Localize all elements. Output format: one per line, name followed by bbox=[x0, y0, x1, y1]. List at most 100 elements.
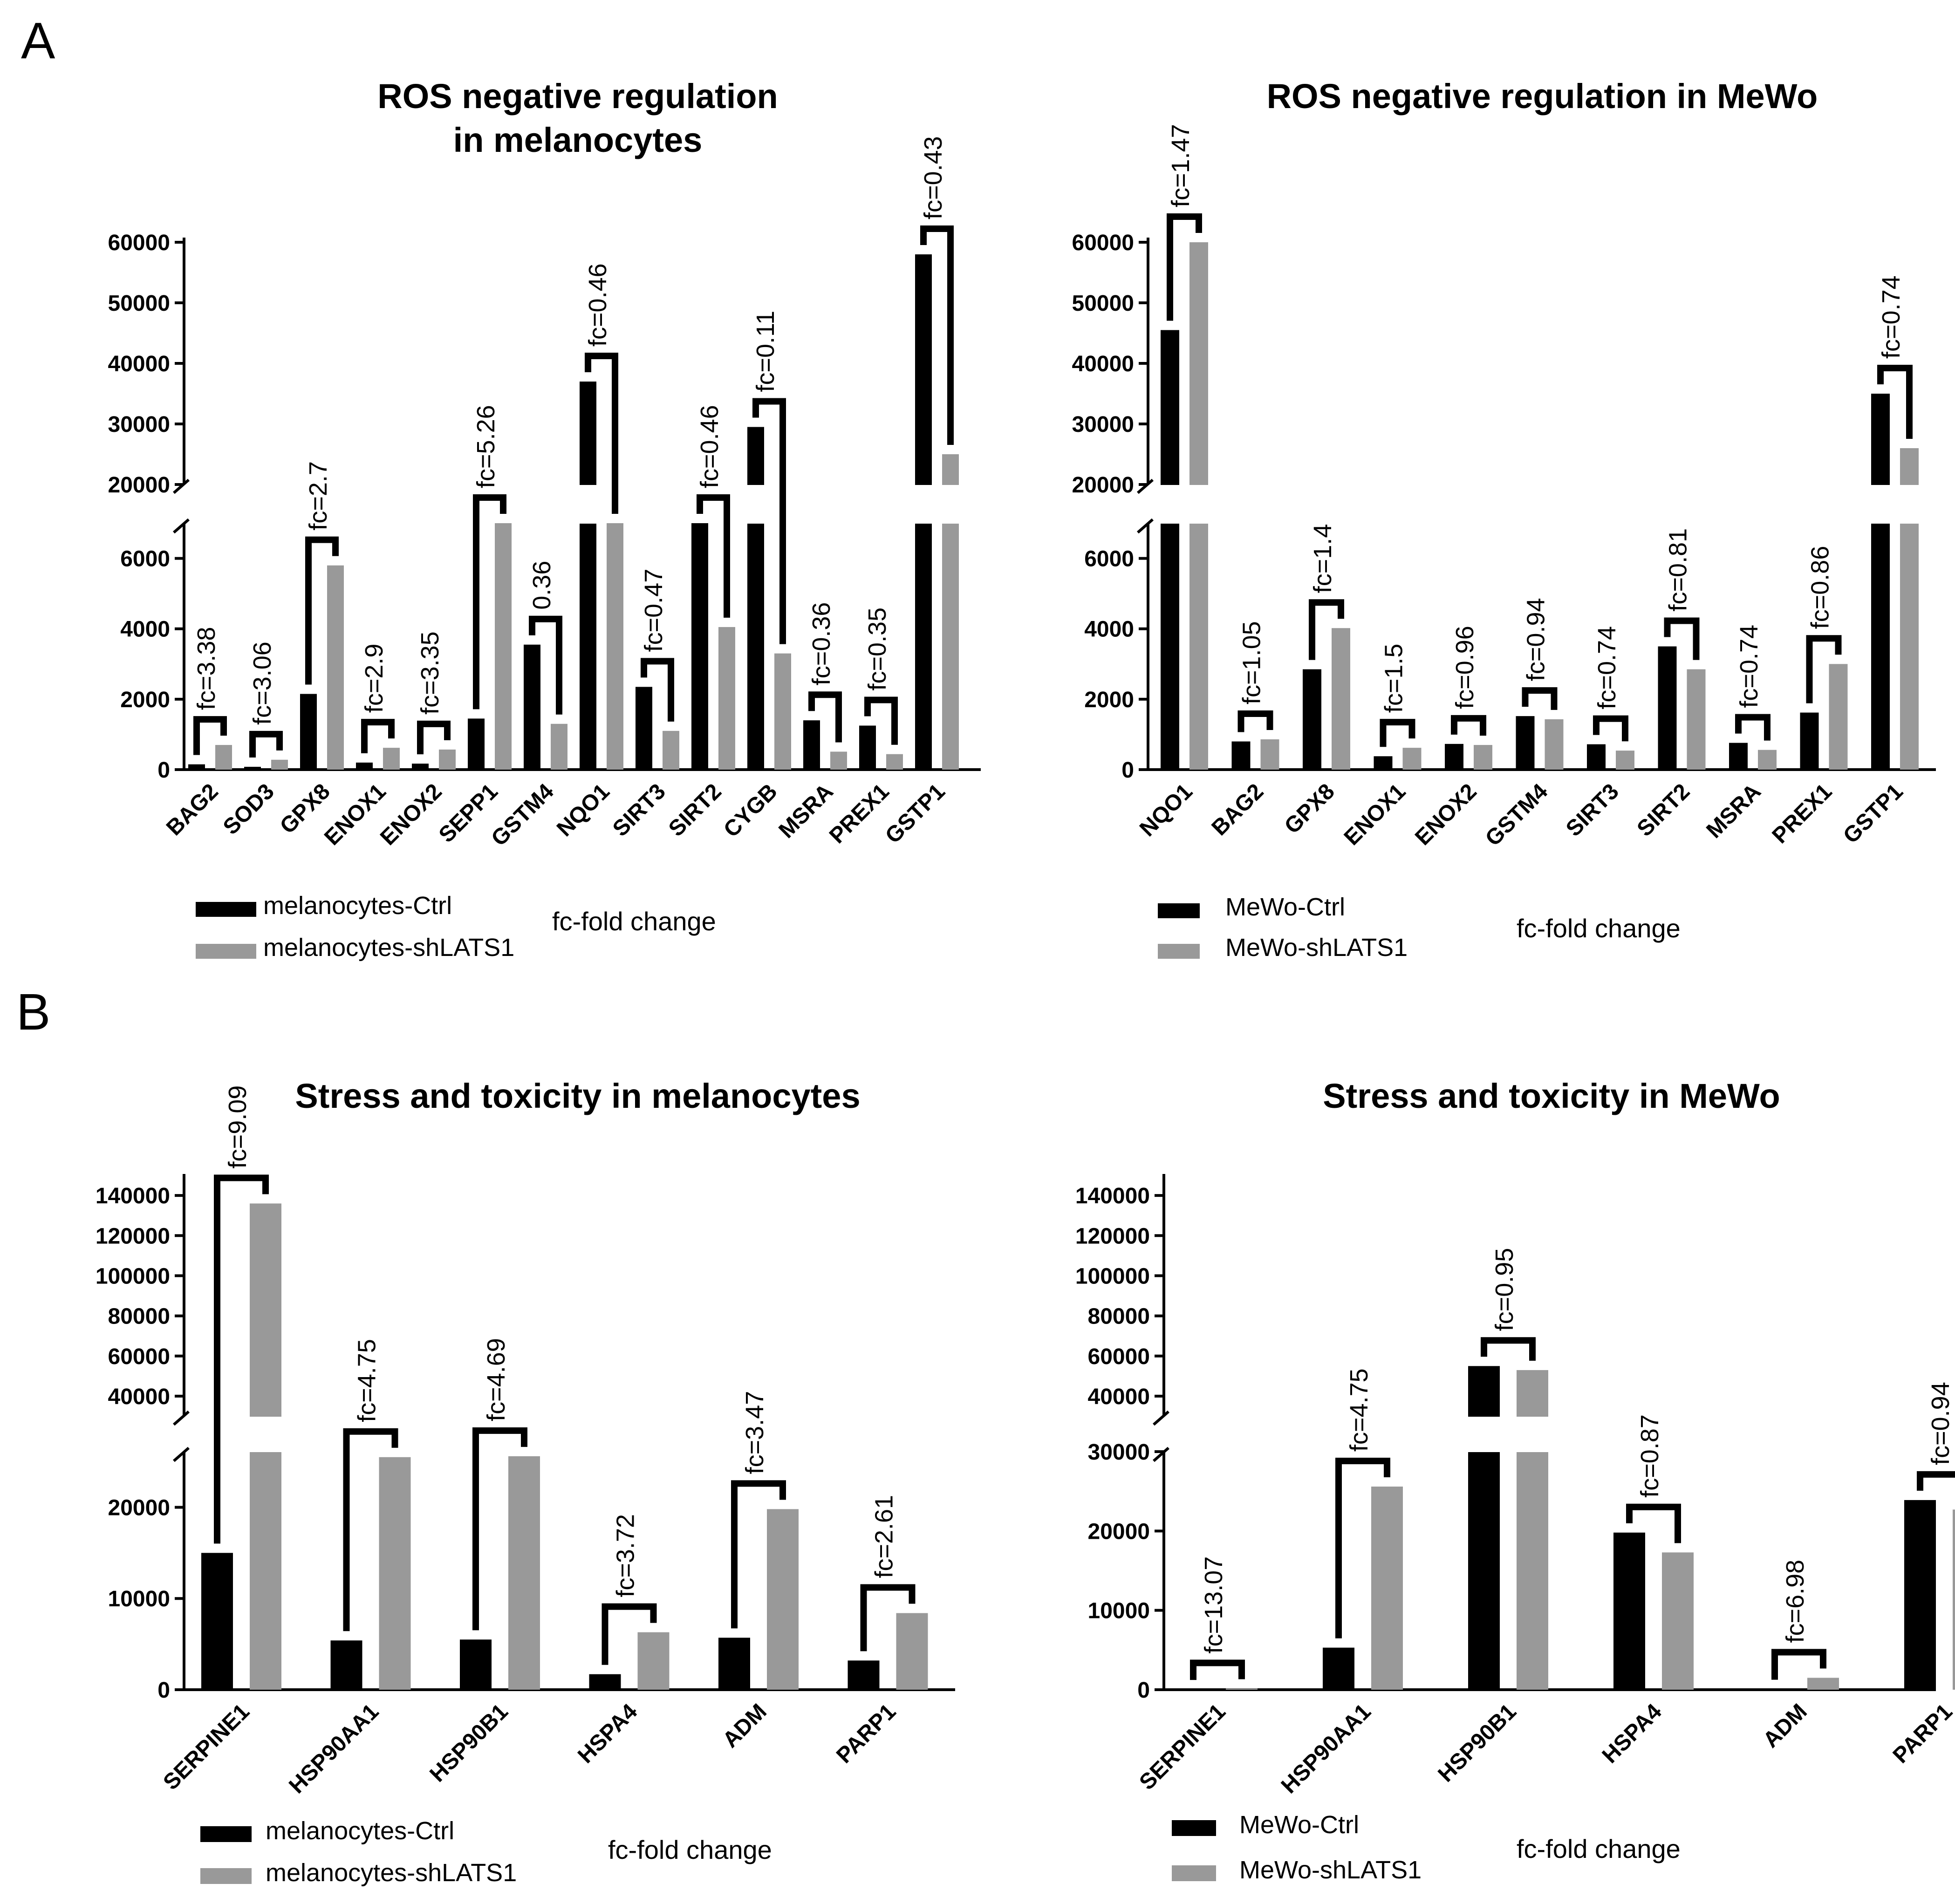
y-tick-label: 120000 bbox=[96, 1224, 170, 1249]
fc-bracket-serpine1 bbox=[1190, 1659, 1245, 1680]
x-tick-label-hsp90aa1: HSP90AA1 bbox=[1277, 1699, 1376, 1798]
x-tick-label-cygb: CYGB bbox=[719, 779, 782, 842]
fc-bracket-bag2 bbox=[193, 716, 227, 755]
legend-swatch-shlats1 bbox=[1158, 944, 1200, 959]
fc-bracket-sirt3 bbox=[641, 658, 674, 722]
fc-annotation-cygb: fc=0.11 bbox=[752, 311, 779, 392]
legend-swatch-ctrl bbox=[1172, 1820, 1216, 1836]
chart-stress-mewo: Stress and toxicity in MeWo 0 10000 20000 30… bbox=[1075, 1077, 1955, 1884]
bar-mewo-ctrl-bag2 bbox=[1231, 741, 1251, 770]
y-tick-label: 4000 bbox=[1084, 617, 1134, 642]
bar-melanocytes-shlats1-sirt2 bbox=[718, 627, 735, 770]
y-tick-label: 60000 bbox=[1072, 231, 1134, 255]
bar-melanocytes-ctrl-hsp90b1 bbox=[460, 1639, 492, 1690]
y-tick-label: 40000 bbox=[1088, 1385, 1150, 1409]
fc-bracket-adm bbox=[731, 1480, 786, 1629]
x-tick-label-sirt3: SIRT3 bbox=[1561, 779, 1624, 841]
fc-bracket-parp1 bbox=[860, 1584, 916, 1651]
legend-swatch-ctrl bbox=[200, 1826, 252, 1842]
y-tick-label: 10000 bbox=[1088, 1599, 1150, 1624]
y-tick-label: 80000 bbox=[108, 1304, 170, 1329]
fc-bracket-serpine1 bbox=[214, 1174, 269, 1544]
fc-annotation-gstp1: fc=0.43 bbox=[919, 136, 947, 219]
fc-bracket-sod3 bbox=[249, 730, 283, 758]
legend-label-ctrl: melanocytes-Ctrl bbox=[263, 892, 452, 920]
fold-change-note: fc-fold change bbox=[1517, 1834, 1681, 1863]
legend-label-shlats1: melanocytes-shLATS1 bbox=[263, 934, 514, 962]
y-tick-label: 120000 bbox=[1075, 1224, 1150, 1249]
x-tick-label-bag2: BAG2 bbox=[1207, 779, 1269, 840]
fc-annotation-sirt2: fc=0.81 bbox=[1664, 528, 1692, 612]
bar-melanocytes-shlats1-enox1 bbox=[383, 748, 400, 770]
bar-mewo-ctrl-adm bbox=[1759, 1689, 1791, 1690]
fc-annotation-adm: fc=6.98 bbox=[1781, 1560, 1809, 1643]
bar-melanocytes-ctrl-enox2 bbox=[412, 764, 429, 770]
fc-bracket-adm bbox=[1771, 1649, 1826, 1680]
y-tick-label: 2000 bbox=[120, 688, 170, 712]
fc-bracket-sirt2 bbox=[1664, 617, 1700, 660]
bar-melanocytes-ctrl-hspa4 bbox=[589, 1674, 621, 1690]
bar-melanocytes-ctrl-sirt3 bbox=[636, 687, 652, 770]
bar-melanocytes-ctrl-prex1 bbox=[859, 725, 876, 770]
fc-annotation-sod3: fc=3.06 bbox=[248, 641, 276, 725]
x-tick-label-enox2: ENOX2 bbox=[1410, 779, 1482, 850]
bar-mewo-ctrl-msra bbox=[1729, 743, 1748, 770]
bar-melanocytes-ctrl-gpx8 bbox=[300, 694, 317, 770]
fc-annotation-gpx8: fc=1.4 bbox=[1309, 524, 1337, 594]
x-tick-label-sirt3: SIRT3 bbox=[608, 779, 670, 841]
bar-melanocytes-ctrl-hsp90aa1 bbox=[330, 1640, 362, 1690]
legend-label-shlats1: MeWo-shLATS1 bbox=[1225, 934, 1408, 962]
panel-letter-a: A bbox=[21, 12, 55, 69]
bar-melanocytes-shlats1-bag2 bbox=[215, 745, 232, 770]
bar-break-gap bbox=[746, 485, 765, 524]
fc-annotation-nqo1: fc=1.47 bbox=[1167, 124, 1195, 207]
axis-break-mark bbox=[173, 1447, 190, 1462]
y-tick-label: 50000 bbox=[108, 291, 170, 316]
axis-break-mark bbox=[1137, 518, 1154, 534]
x-tick-label-parp1: PARP1 bbox=[1888, 1699, 1955, 1768]
y-tick-label: 0 bbox=[1121, 758, 1134, 783]
fc-annotation-enox1: fc=1.5 bbox=[1380, 644, 1408, 713]
y-tick-label: 20000 bbox=[1072, 473, 1134, 498]
y-tick-label: 50000 bbox=[1072, 291, 1134, 316]
y-tick-label: 140000 bbox=[1075, 1184, 1150, 1208]
fc-annotation-enox2: fc=3.35 bbox=[416, 631, 444, 715]
y-tick-label: 20000 bbox=[108, 1495, 170, 1520]
x-tick-label-nqo1: NQO1 bbox=[1135, 779, 1197, 841]
bar-melanocytes-ctrl-nqo1 bbox=[580, 382, 596, 770]
x-tick-label-serpine1: SERPINE1 bbox=[1135, 1699, 1230, 1795]
fc-annotation-enox1: fc=2.9 bbox=[360, 644, 388, 713]
bar-mewo-shlats1-gstm4 bbox=[1545, 719, 1564, 770]
bar-melanocytes-shlats1-hsp90b1 bbox=[508, 1456, 540, 1690]
fc-bracket-bag2 bbox=[1237, 710, 1273, 732]
chart-title: ROS negative regulation in MeWo bbox=[1267, 77, 1818, 116]
bar-melanocytes-shlats1-adm bbox=[767, 1509, 799, 1690]
fc-annotation-bag2: fc=3.38 bbox=[192, 627, 220, 710]
bar-mewo-ctrl-hsp90b1 bbox=[1468, 1366, 1500, 1690]
x-tick-label-serpine1: SERPINE1 bbox=[158, 1699, 254, 1795]
legend-label-ctrl: MeWo-Ctrl bbox=[1225, 893, 1345, 921]
bar-melanocytes-shlats1-nqo1 bbox=[607, 523, 623, 770]
fc-annotation-hsp90b1: fc=4.69 bbox=[482, 1338, 510, 1421]
bar-break-gap bbox=[1516, 1417, 1549, 1452]
bar-mewo-shlats1-prex1 bbox=[1829, 664, 1848, 770]
y-tick-label: 6000 bbox=[1084, 547, 1134, 572]
bar-melanocytes-ctrl-sod3 bbox=[244, 766, 261, 770]
x-tick-label-gstp1: GSTP1 bbox=[1839, 779, 1908, 848]
x-tick-label-nqo1: NQO1 bbox=[552, 779, 615, 841]
bar-break-gap bbox=[1870, 485, 1891, 524]
fc-annotation-sirt3: fc=0.47 bbox=[640, 569, 668, 652]
bar-melanocytes-shlats1-parp1 bbox=[896, 1613, 928, 1690]
y-tick-label: 100000 bbox=[1075, 1264, 1150, 1289]
x-tick-label-gstm4: GSTM4 bbox=[1481, 779, 1553, 851]
bar-mewo-shlats1-parp1 bbox=[1953, 1509, 1955, 1690]
legend-label-ctrl: MeWo-Ctrl bbox=[1239, 1811, 1359, 1839]
bar-melanocytes-shlats1-hsp90aa1 bbox=[379, 1457, 411, 1690]
axis-break-mark bbox=[1153, 1410, 1169, 1426]
bar-melanocytes-ctrl-sepp1 bbox=[468, 718, 485, 770]
bar-mewo-ctrl-gstm4 bbox=[1516, 716, 1535, 770]
x-tick-label-enox2: ENOX2 bbox=[376, 779, 447, 850]
bar-mewo-ctrl-prex1 bbox=[1800, 712, 1819, 770]
y-tick-label: 30000 bbox=[108, 412, 170, 437]
